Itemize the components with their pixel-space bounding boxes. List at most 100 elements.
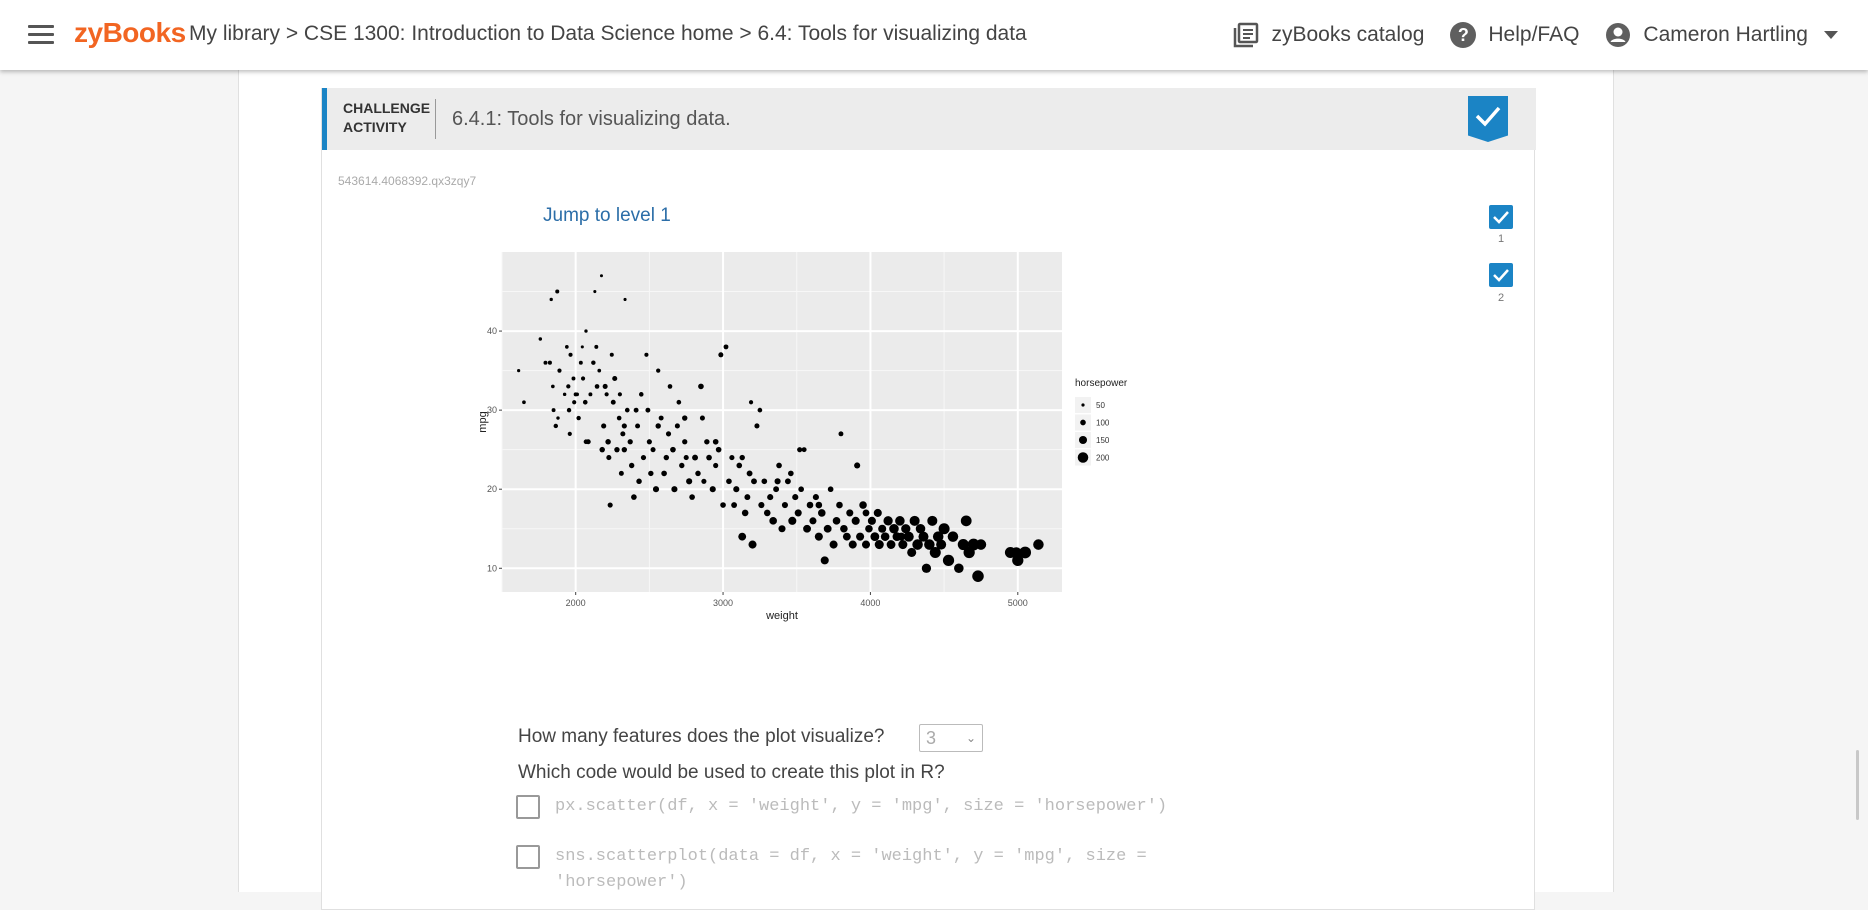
- top-navigation-bar: zyBooks My library > CSE 1300: Introduct…: [0, 0, 1868, 70]
- data-point: [665, 431, 672, 437]
- data-point: [576, 415, 581, 421]
- data-point: [738, 532, 747, 541]
- data-point: [729, 455, 735, 461]
- option-2-code[interactable]: sns.scatterplot(data = df, x = 'weight',…: [555, 844, 1147, 896]
- option-2-checkbox[interactable]: [516, 845, 540, 869]
- data-point: [568, 352, 573, 357]
- data-point: [748, 540, 757, 549]
- level-2-number: 2: [1497, 292, 1505, 304]
- data-point: [912, 539, 923, 550]
- data-point: [960, 515, 972, 527]
- option-1-code[interactable]: px.scatter(df, x = 'weight', y = 'mpg', …: [555, 797, 1168, 816]
- help-link[interactable]: ? Help/FAQ: [1450, 22, 1579, 48]
- data-point: [957, 539, 969, 551]
- data-point: [936, 539, 947, 550]
- data-point: [895, 516, 905, 526]
- data-point: [644, 352, 649, 357]
- question-circle-icon: ?: [1450, 22, 1477, 48]
- data-point: [689, 494, 695, 500]
- data-point: [865, 524, 873, 533]
- data-point: [571, 376, 576, 381]
- data-point: [627, 439, 633, 445]
- data-point: [706, 454, 712, 461]
- data-point: [562, 392, 567, 397]
- catalog-label: zyBooks catalog: [1271, 23, 1425, 46]
- data-point: [601, 423, 607, 429]
- data-point: [646, 439, 652, 445]
- zybooks-logo[interactable]: zyBooks: [74, 17, 186, 48]
- hamburger-icon[interactable]: [28, 25, 54, 45]
- data-point: [618, 470, 624, 476]
- data-point: [812, 494, 819, 501]
- caret-down-icon: [1824, 31, 1838, 39]
- data-point: [704, 439, 710, 445]
- option-1-checkbox[interactable]: [516, 795, 540, 819]
- data-point: [567, 431, 572, 436]
- data-point: [938, 523, 950, 535]
- level-1-number: 1: [1497, 233, 1505, 245]
- data-point: [683, 455, 689, 461]
- data-point: [635, 423, 641, 429]
- legend-label: 150: [1096, 436, 1110, 445]
- data-point: [676, 399, 682, 405]
- data-point: [880, 532, 890, 541]
- data-point: [823, 524, 832, 533]
- data-point: [614, 446, 620, 453]
- level-1-checkbox[interactable]: [1489, 205, 1513, 229]
- catalog-link[interactable]: zyBooks catalog: [1233, 22, 1424, 48]
- user-menu[interactable]: Cameron Hartling: [1605, 22, 1838, 48]
- label-line-1: CHALLENGE: [343, 100, 431, 116]
- data-point: [947, 531, 959, 542]
- y-axis-label: mpg: [477, 411, 489, 432]
- legend-symbol: [1081, 403, 1085, 407]
- legend-label: 100: [1096, 419, 1110, 428]
- data-point: [918, 531, 929, 542]
- challenge-activity: CHALLENGE ACTIVITY 6.4.1: Tools for visu…: [321, 88, 1536, 910]
- data-point: [575, 392, 579, 397]
- data-point: [798, 486, 804, 493]
- data-point: [838, 431, 844, 437]
- data-point: [584, 329, 588, 333]
- data-point: [975, 539, 987, 550]
- data-point: [628, 462, 635, 469]
- data-point: [809, 517, 817, 525]
- data-point: [878, 524, 887, 533]
- data-point: [915, 523, 926, 534]
- scatter-plot: 2000 3000 4000 5000 10 20 30 40 weight mpg horsepo…: [477, 248, 1317, 818]
- data-point: [631, 494, 637, 500]
- data-point: [788, 516, 797, 525]
- data-point: [580, 345, 584, 349]
- data-point: [767, 494, 774, 501]
- data-point: [832, 517, 841, 525]
- data-point: [773, 486, 780, 493]
- data-point: [599, 274, 603, 278]
- jump-to-level-link[interactable]: Jump to level 1: [543, 205, 671, 226]
- data-point: [932, 531, 944, 542]
- data-point: [733, 486, 740, 493]
- data-point: [870, 532, 880, 542]
- data-point: [927, 515, 938, 526]
- data-point: [582, 399, 588, 405]
- page-scrollbar[interactable]: [1856, 750, 1859, 820]
- data-point: [692, 454, 698, 461]
- data-point: [633, 407, 639, 413]
- x-tick-label: 3000: [713, 598, 733, 608]
- data-point: [682, 439, 688, 445]
- challenge-activity-label: CHALLENGE ACTIVITY: [343, 99, 433, 137]
- data-point: [621, 423, 627, 429]
- label-line-2: ACTIVITY: [343, 119, 407, 135]
- data-point: [713, 462, 719, 469]
- data-point: [778, 525, 786, 533]
- features-count-select[interactable]: 3 ⌄: [919, 724, 983, 752]
- data-point: [607, 502, 613, 508]
- data-point: [761, 478, 768, 485]
- y-tick-label: 20: [487, 484, 497, 494]
- data-point: [591, 360, 596, 365]
- level-2-checkbox[interactable]: [1489, 263, 1513, 287]
- data-point: [612, 375, 618, 382]
- plot-panel: [502, 252, 1062, 592]
- breadcrumb[interactable]: My library > CSE 1300: Introduction to D…: [189, 22, 1027, 45]
- data-point: [695, 470, 701, 477]
- legend-label: 200: [1096, 454, 1110, 463]
- data-point: [1012, 554, 1024, 567]
